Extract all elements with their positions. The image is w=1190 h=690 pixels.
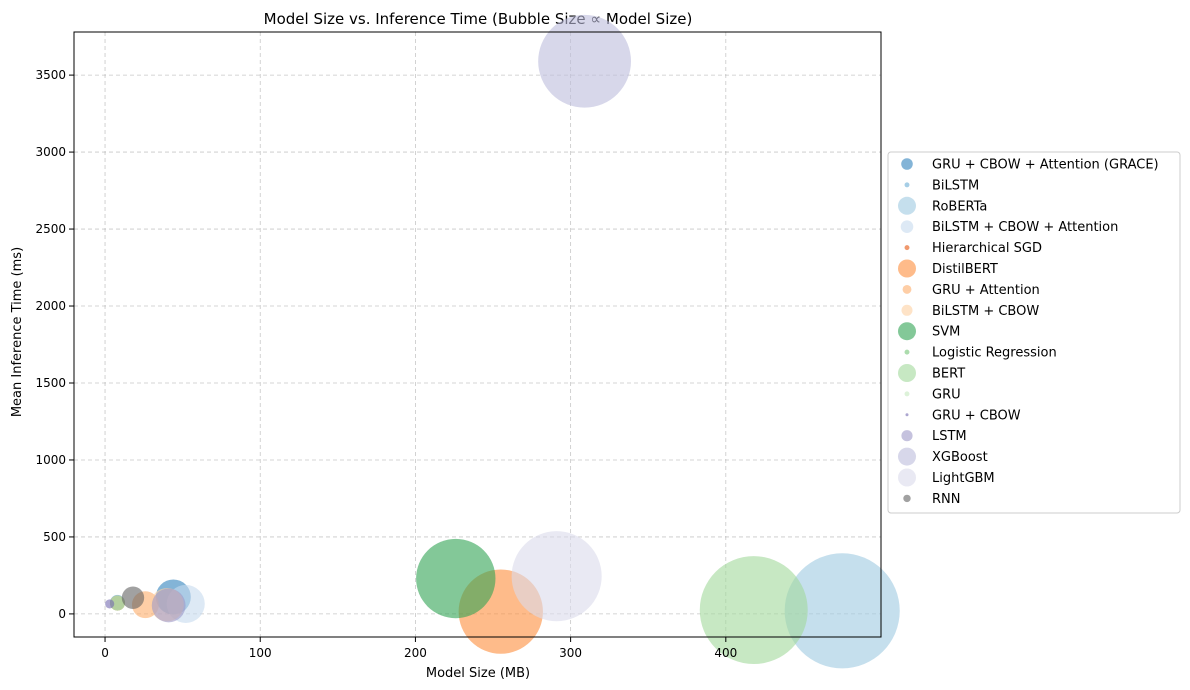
bubble-xgboost — [538, 14, 631, 108]
legend-marker — [904, 391, 910, 397]
y-axis-ticks: 0 500 1000 1500 2000 2500 3000 3500 — [35, 68, 74, 621]
plot-frame — [73, 31, 882, 638]
y-tick-label: 2000 — [35, 299, 66, 313]
legend-label: GRU + Attention — [932, 283, 1040, 298]
legend-marker — [903, 494, 911, 503]
x-tick-label: 300 — [559, 646, 582, 660]
y-tick-label: 0 — [58, 607, 66, 621]
bubble-gru — [109, 595, 125, 611]
x-axis-label: Model Size (MB) — [426, 666, 530, 681]
bubble-roberta — [784, 553, 900, 669]
legend-label: RNN — [932, 492, 960, 507]
legend-label: BiLSTM + CBOW — [932, 304, 1039, 319]
legend-marker — [901, 158, 913, 170]
legend-marker — [904, 349, 910, 355]
x-tick-label: 100 — [249, 646, 272, 660]
y-tick-label: 1000 — [35, 453, 66, 467]
legend-label: LSTM — [932, 429, 967, 444]
legend-marker — [898, 364, 916, 382]
bubble-lightgbm — [511, 531, 602, 622]
legend-label: GRU + CBOW — [932, 408, 1021, 423]
x-tick-label: 0 — [101, 646, 109, 660]
y-tick-label: 1500 — [35, 376, 66, 390]
legend-label: RoBERTa — [932, 199, 987, 214]
legend-label: XGBoost — [932, 450, 988, 465]
y-tick-label: 3000 — [35, 145, 66, 159]
x-tick-label: 400 — [714, 646, 737, 660]
bubble-svm — [416, 538, 496, 619]
legend-marker — [901, 304, 913, 316]
legend-box — [887, 151, 1181, 514]
legend-label: GRU + CBOW + Attention (GRACE) — [932, 158, 1159, 173]
legend-marker — [901, 430, 913, 442]
legend-marker — [898, 196, 916, 215]
legend-label: Hierarchical SGD — [932, 241, 1042, 256]
legend-marker — [898, 259, 916, 278]
legend-marker — [904, 245, 910, 251]
legend-label: Logistic Regression — [932, 346, 1057, 361]
legend-marker — [898, 447, 916, 466]
legend-marker — [898, 468, 916, 487]
y-tick-label: 3500 — [35, 68, 66, 82]
y-tick-label: 2500 — [35, 222, 66, 236]
legend-label: BiLSTM — [932, 178, 979, 193]
y-axis-label: Mean Inference Time (ms) — [10, 247, 25, 417]
x-tick-label: 200 — [404, 646, 427, 660]
data-points — [105, 14, 900, 669]
legend-label: GRU — [932, 387, 961, 402]
legend-marker — [898, 322, 916, 341]
legend-label: BERT — [932, 367, 965, 382]
bubble-rnn — [121, 586, 145, 609]
legend-marker — [904, 182, 910, 188]
legend-marker — [902, 284, 912, 294]
y-tick-label: 500 — [43, 530, 66, 544]
x-axis-ticks: 0 100 200 300 400 — [101, 637, 737, 660]
legend-label: DistilBERT — [932, 262, 998, 277]
chart-title: Model Size vs. Inference Time (Bubble Si… — [264, 10, 693, 28]
bubble-lstm — [151, 588, 186, 623]
legend-label: SVM — [932, 325, 960, 340]
legend-label: BiLSTM + CBOW + Attention — [932, 220, 1118, 235]
legend-label: LightGBM — [932, 471, 995, 486]
bubble-gru-cbow — [105, 599, 115, 609]
legend-marker — [905, 413, 909, 417]
legend: GRU + CBOW + Attention (GRACE) BiLSTM RoBE… — [887, 151, 1181, 514]
legend-marker — [900, 220, 914, 233]
